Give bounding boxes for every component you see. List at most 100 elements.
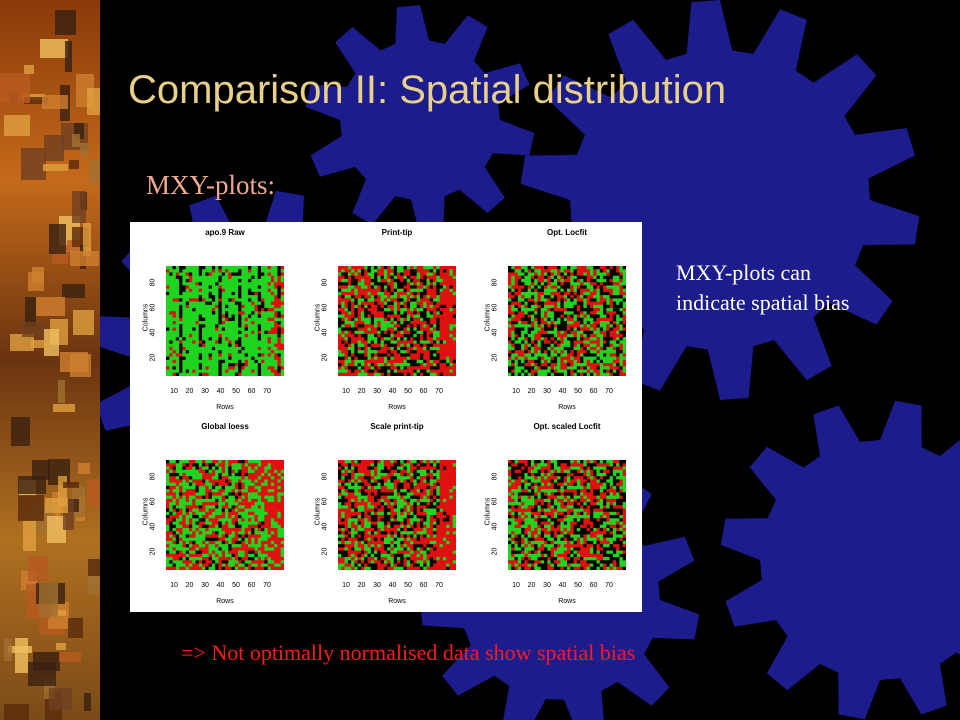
x-tick-label: 40: [216, 582, 225, 589]
panel-title: Opt. scaled Locfit: [533, 422, 601, 431]
x-tick-label: 20: [357, 388, 366, 395]
x-tick-label: 60: [419, 582, 428, 589]
x-tick-label: 70: [435, 582, 443, 589]
panel-title: Opt. Locfit: [547, 228, 587, 237]
y-tick-label: 40: [321, 328, 329, 337]
y-tick-label: 80: [149, 278, 157, 287]
y-tick-label: 60: [149, 497, 157, 506]
y-tick-label: 20: [321, 353, 329, 362]
decorative-left-strip: [0, 0, 100, 720]
y-tick-label: 80: [321, 278, 329, 287]
x-tick-label: 20: [185, 582, 194, 589]
slide-subtitle: MXY-plots:: [146, 170, 276, 200]
slide-title: Comparison II: Spatial distribution: [128, 68, 727, 112]
x-tick-label: 70: [263, 582, 271, 589]
x-tick-label: 70: [605, 582, 613, 589]
y-axis-label: Columns: [142, 497, 150, 526]
y-tick-label: 40: [149, 328, 157, 337]
x-tick-label: 30: [201, 582, 209, 589]
y-tick-label: 80: [321, 472, 329, 481]
heatmap: [338, 266, 456, 376]
heatmap: [338, 460, 456, 570]
conclusion-text: => Not optimally normalised data show sp…: [181, 640, 636, 665]
y-tick-label: 40: [149, 522, 157, 531]
x-axis-label: Rows: [216, 598, 234, 605]
x-tick-label: 50: [574, 582, 582, 589]
x-tick-label: 40: [558, 388, 567, 395]
x-tick-label: 40: [388, 582, 397, 589]
x-tick-label: 60: [247, 388, 256, 395]
x-tick-label: 40: [558, 582, 567, 589]
mxy-panel: Opt. Locfit 20 40 60 80 10 20 30 40 50 60 70 Columns…: [472, 228, 642, 418]
mxy-plots-figure: apo.9 Raw 20 40 60 80 10 20 30 40 50 60 70 Columns Ro…: [130, 222, 642, 612]
mxy-panel: Opt. scaled Locfit 20 40 60 80 10 20 30 40 50 60 70…: [472, 422, 642, 612]
side-note-line-1: MXY-plots can: [676, 260, 812, 285]
panel-title: Global loess: [201, 422, 249, 431]
x-tick-label: 50: [232, 582, 240, 589]
x-tick-label: 50: [232, 388, 240, 395]
panel-title: apo.9 Raw: [205, 228, 245, 237]
mxy-panel: apo.9 Raw 20 40 60 80 10 20 30 40 50 60 70 Columns Ro…: [130, 228, 300, 418]
y-tick-label: 60: [491, 497, 499, 506]
heatmap: [166, 460, 284, 570]
y-tick-label: 60: [149, 303, 157, 312]
y-axis-label: Columns: [484, 497, 492, 526]
y-tick-label: 20: [491, 353, 499, 362]
x-tick-label: 50: [404, 388, 412, 395]
y-axis-label: Columns: [314, 497, 322, 526]
mxy-panel: Global loess 20 40 60 80 10 20 30 40 50 60 70 Column…: [130, 422, 300, 612]
x-tick-label: 70: [263, 388, 271, 395]
panel-title: Scale print-tip: [370, 422, 424, 431]
x-tick-label: 40: [216, 388, 225, 395]
y-axis-label: Columns: [142, 303, 150, 332]
x-tick-label: 50: [574, 388, 582, 395]
y-tick-label: 20: [149, 547, 157, 556]
x-axis-label: Rows: [558, 404, 576, 411]
x-tick-label: 40: [388, 388, 397, 395]
x-tick-label: 10: [512, 582, 520, 589]
y-tick-label: 60: [321, 303, 329, 312]
x-tick-label: 60: [589, 388, 598, 395]
x-tick-label: 20: [527, 582, 536, 589]
x-tick-label: 10: [170, 388, 178, 395]
x-tick-label: 30: [543, 388, 551, 395]
x-tick-label: 20: [527, 388, 536, 395]
mxy-panel: Print-tip 20 40 60 80 10 20 30 40 50 60 70 Columns Ro…: [302, 228, 472, 418]
y-tick-label: 60: [321, 497, 329, 506]
x-axis-label: Rows: [388, 404, 406, 411]
x-tick-label: 30: [373, 388, 381, 395]
x-tick-label: 60: [589, 582, 598, 589]
y-tick-label: 80: [491, 278, 499, 287]
y-tick-label: 40: [491, 522, 499, 531]
x-tick-label: 70: [435, 388, 443, 395]
y-tick-label: 80: [491, 472, 499, 481]
y-tick-label: 20: [491, 547, 499, 556]
x-tick-label: 10: [170, 582, 178, 589]
panel-title: Print-tip: [381, 228, 413, 237]
heatmap: [508, 460, 626, 570]
side-note-line-2: indicate spatial bias: [676, 290, 850, 315]
y-tick-label: 80: [149, 472, 157, 481]
x-axis-label: Rows: [388, 598, 406, 605]
x-tick-label: 10: [342, 388, 350, 395]
x-tick-label: 60: [419, 388, 428, 395]
x-tick-label: 10: [342, 582, 350, 589]
x-tick-label: 30: [373, 582, 381, 589]
x-tick-label: 30: [201, 388, 209, 395]
y-tick-label: 20: [321, 547, 329, 556]
y-tick-label: 60: [491, 303, 499, 312]
heatmap: [166, 266, 284, 376]
y-axis-label: Columns: [484, 303, 492, 332]
x-tick-label: 20: [185, 388, 194, 395]
y-tick-label: 40: [321, 522, 329, 531]
x-axis-label: Rows: [216, 404, 234, 411]
y-tick-label: 20: [149, 353, 157, 362]
mxy-panel: Scale print-tip 20 40 60 80 10 20 30 40 50 60 70 Col…: [302, 422, 472, 612]
side-note: MXY-plots can indicate spatial bias: [676, 258, 936, 318]
x-tick-label: 70: [605, 388, 613, 395]
x-tick-label: 20: [357, 582, 366, 589]
x-tick-label: 60: [247, 582, 256, 589]
y-axis-label: Columns: [314, 303, 322, 332]
x-tick-label: 10: [512, 388, 520, 395]
gear-shape: [720, 400, 960, 720]
